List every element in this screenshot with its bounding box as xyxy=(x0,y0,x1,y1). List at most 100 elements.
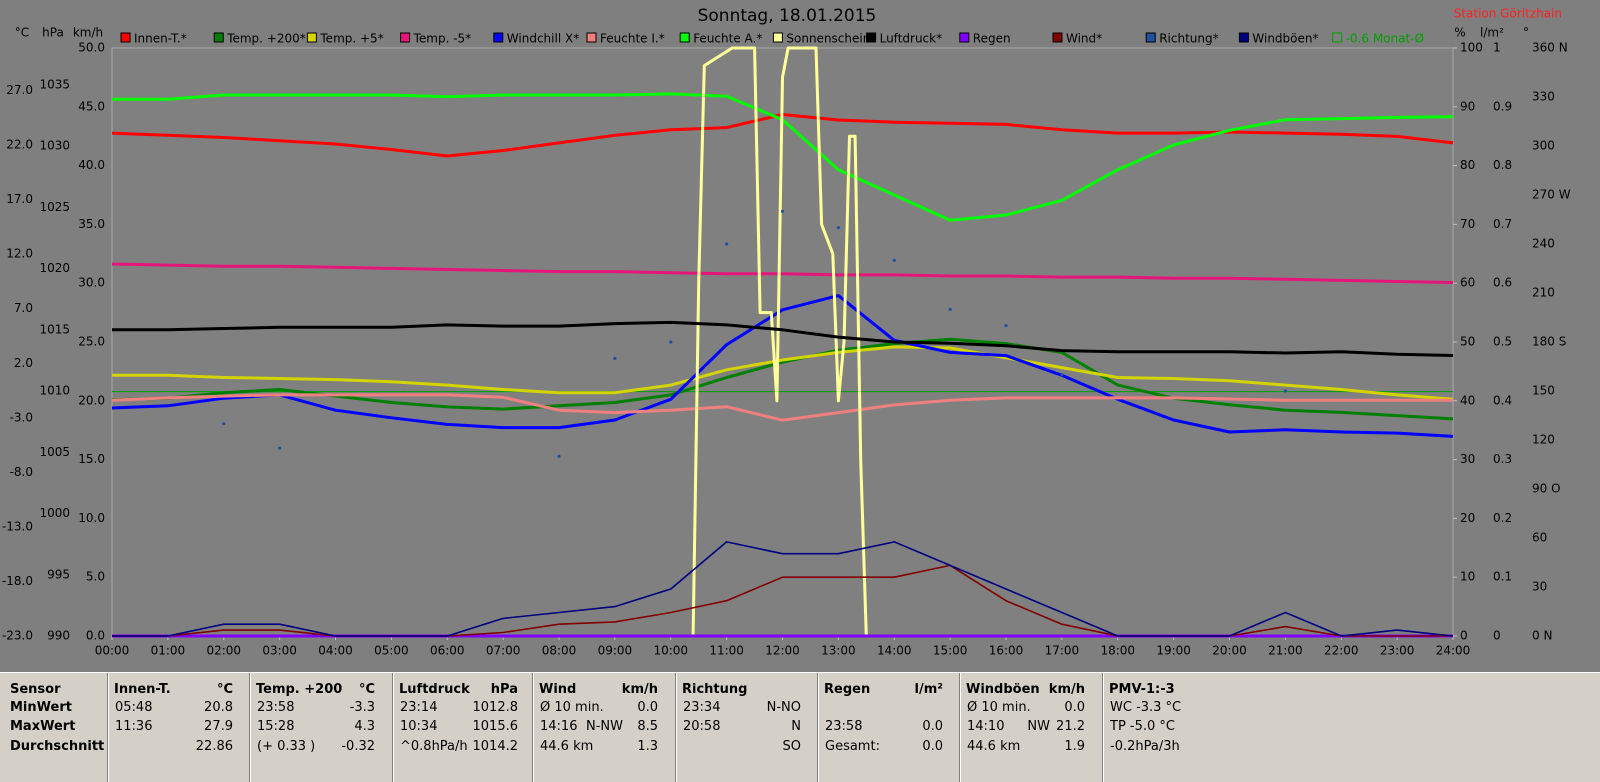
y-tick-label: 80 xyxy=(1460,158,1475,172)
column-header: Wind xyxy=(539,682,577,697)
x-tick-label: 05:00 xyxy=(374,644,409,658)
y-tick-label: 90 xyxy=(1460,99,1475,113)
direction-dot xyxy=(278,446,282,450)
x-tick-label: 01:00 xyxy=(151,644,186,658)
y-tick-label: 30.0 xyxy=(78,276,105,290)
y-tick-label: 35.0 xyxy=(78,217,105,231)
cell-time: 44.6 km xyxy=(540,739,594,754)
cell-value: 0.0 xyxy=(922,719,943,734)
y-tick-label: 27.0 xyxy=(6,83,33,97)
y-tick-label: 17.0 xyxy=(6,192,33,206)
x-tick-label: 13:00 xyxy=(821,644,856,658)
legend-swatch xyxy=(213,32,224,43)
legend-swatch xyxy=(866,32,877,43)
y-tick-label: 0.1 xyxy=(1493,570,1512,584)
legend-label: Temp. +5* xyxy=(319,32,383,46)
cell-value: 1015.6 xyxy=(472,719,519,734)
y-tick-label: -13.0 xyxy=(2,519,33,533)
legend-swatch xyxy=(400,32,411,43)
cell-time: Ø 10 min. xyxy=(540,700,604,715)
cell-value: 1012.8 xyxy=(472,700,519,715)
x-tick-label: 15:00 xyxy=(933,644,968,658)
column-header: Regen xyxy=(824,682,871,697)
y-tick-label: 1030 xyxy=(39,139,70,153)
axis-label: km/h xyxy=(73,26,103,40)
x-tick-label: 18:00 xyxy=(1100,644,1135,658)
y-tick-label: 0.9 xyxy=(1493,99,1512,113)
separator xyxy=(959,673,961,782)
y-tick-label: 270 W xyxy=(1532,188,1571,202)
y-tick-label: 25.0 xyxy=(78,335,105,349)
separator xyxy=(675,673,677,782)
legend-label: Richtung* xyxy=(1159,32,1218,46)
x-tick-label: 00:00 xyxy=(95,644,130,658)
y-tick-label: 50 xyxy=(1460,335,1475,349)
separator xyxy=(107,673,109,782)
x-tick-label: 09:00 xyxy=(598,644,633,658)
cell-value: 1.9 xyxy=(1064,739,1085,754)
axis-label: hPa xyxy=(42,26,64,40)
direction-dot xyxy=(948,307,952,311)
column-header: Richtung xyxy=(682,682,748,697)
series-line xyxy=(112,541,1454,637)
series-line xyxy=(111,262,1454,284)
cell-time: 14:10 xyxy=(967,719,1005,734)
x-tick-label: 23:00 xyxy=(1380,644,1415,658)
separator xyxy=(392,673,394,782)
cell-time: WC -3.3 °C xyxy=(1110,700,1182,715)
y-tick-label: 0.5 xyxy=(1493,335,1512,349)
direction-dot xyxy=(836,226,840,230)
series-line xyxy=(111,294,1454,438)
cell-value: 21.2 xyxy=(1056,719,1085,734)
cell-value: -0.32 xyxy=(341,739,375,754)
legend-swatch xyxy=(493,32,504,43)
y-tick-label: -18.0 xyxy=(2,574,33,588)
column-header: Temp. +200 xyxy=(256,682,343,697)
cell-time: ^0.8hPa/h xyxy=(400,739,468,754)
y-tick-label: 120 xyxy=(1532,433,1555,447)
axis-label: l/m² xyxy=(1480,26,1504,40)
cell-time: 23:58 xyxy=(825,719,863,734)
y-tick-label: 12.0 xyxy=(6,247,33,261)
column-unit: l/m² xyxy=(914,682,943,697)
cell-value: -3.3 xyxy=(349,700,375,715)
y-tick-label: 60 xyxy=(1460,276,1475,290)
cell-value: 4.3 xyxy=(354,719,375,734)
cell-value: 1.3 xyxy=(637,739,658,754)
y-tick-label: 0.3 xyxy=(1493,452,1512,466)
column-header: PMV-1:-3 xyxy=(1109,682,1175,697)
direction-dot xyxy=(557,454,561,458)
y-tick-label: 2.0 xyxy=(14,356,33,370)
cell-direction: SO xyxy=(782,739,801,754)
y-tick-label: 240 xyxy=(1532,237,1555,251)
x-tick-label: 22:00 xyxy=(1324,644,1359,658)
legend-label: Regen xyxy=(973,32,1011,46)
legend-label: -0.6 Monat-Ø xyxy=(1346,32,1424,46)
axis-label: ° xyxy=(1523,26,1529,40)
cell-direction: N-NO xyxy=(766,700,801,715)
series-line xyxy=(112,46,1453,638)
direction-dot xyxy=(613,356,617,360)
separator xyxy=(249,673,251,782)
x-tick-label: 17:00 xyxy=(1045,644,1080,658)
separator xyxy=(532,673,534,782)
legend-label: Sonnenschein xyxy=(786,32,870,46)
legend-swatch xyxy=(959,32,970,43)
cell-time: 05:48 xyxy=(115,700,153,715)
legend-swatch xyxy=(306,32,317,43)
y-tick-label: 10.0 xyxy=(78,511,105,525)
y-tick-label: 995 xyxy=(47,567,70,581)
legend-swatch xyxy=(1332,32,1343,43)
column-header: Luftdruck xyxy=(399,682,470,697)
legend-label: Innen-T.* xyxy=(134,32,187,46)
direction-dot xyxy=(1004,324,1008,328)
column-unit: °C xyxy=(358,682,375,697)
y-tick-label: 300 xyxy=(1532,139,1555,153)
legend-label: Feuchte A.* xyxy=(693,32,762,46)
y-tick-label: -3.0 xyxy=(10,410,33,424)
station: Station Göritzhain xyxy=(1454,7,1562,21)
cell-direction: N-NW xyxy=(586,719,623,734)
y-tick-label: 1005 xyxy=(39,445,70,459)
legend-label: Windböen* xyxy=(1252,32,1318,46)
direction-dot xyxy=(1283,389,1287,393)
